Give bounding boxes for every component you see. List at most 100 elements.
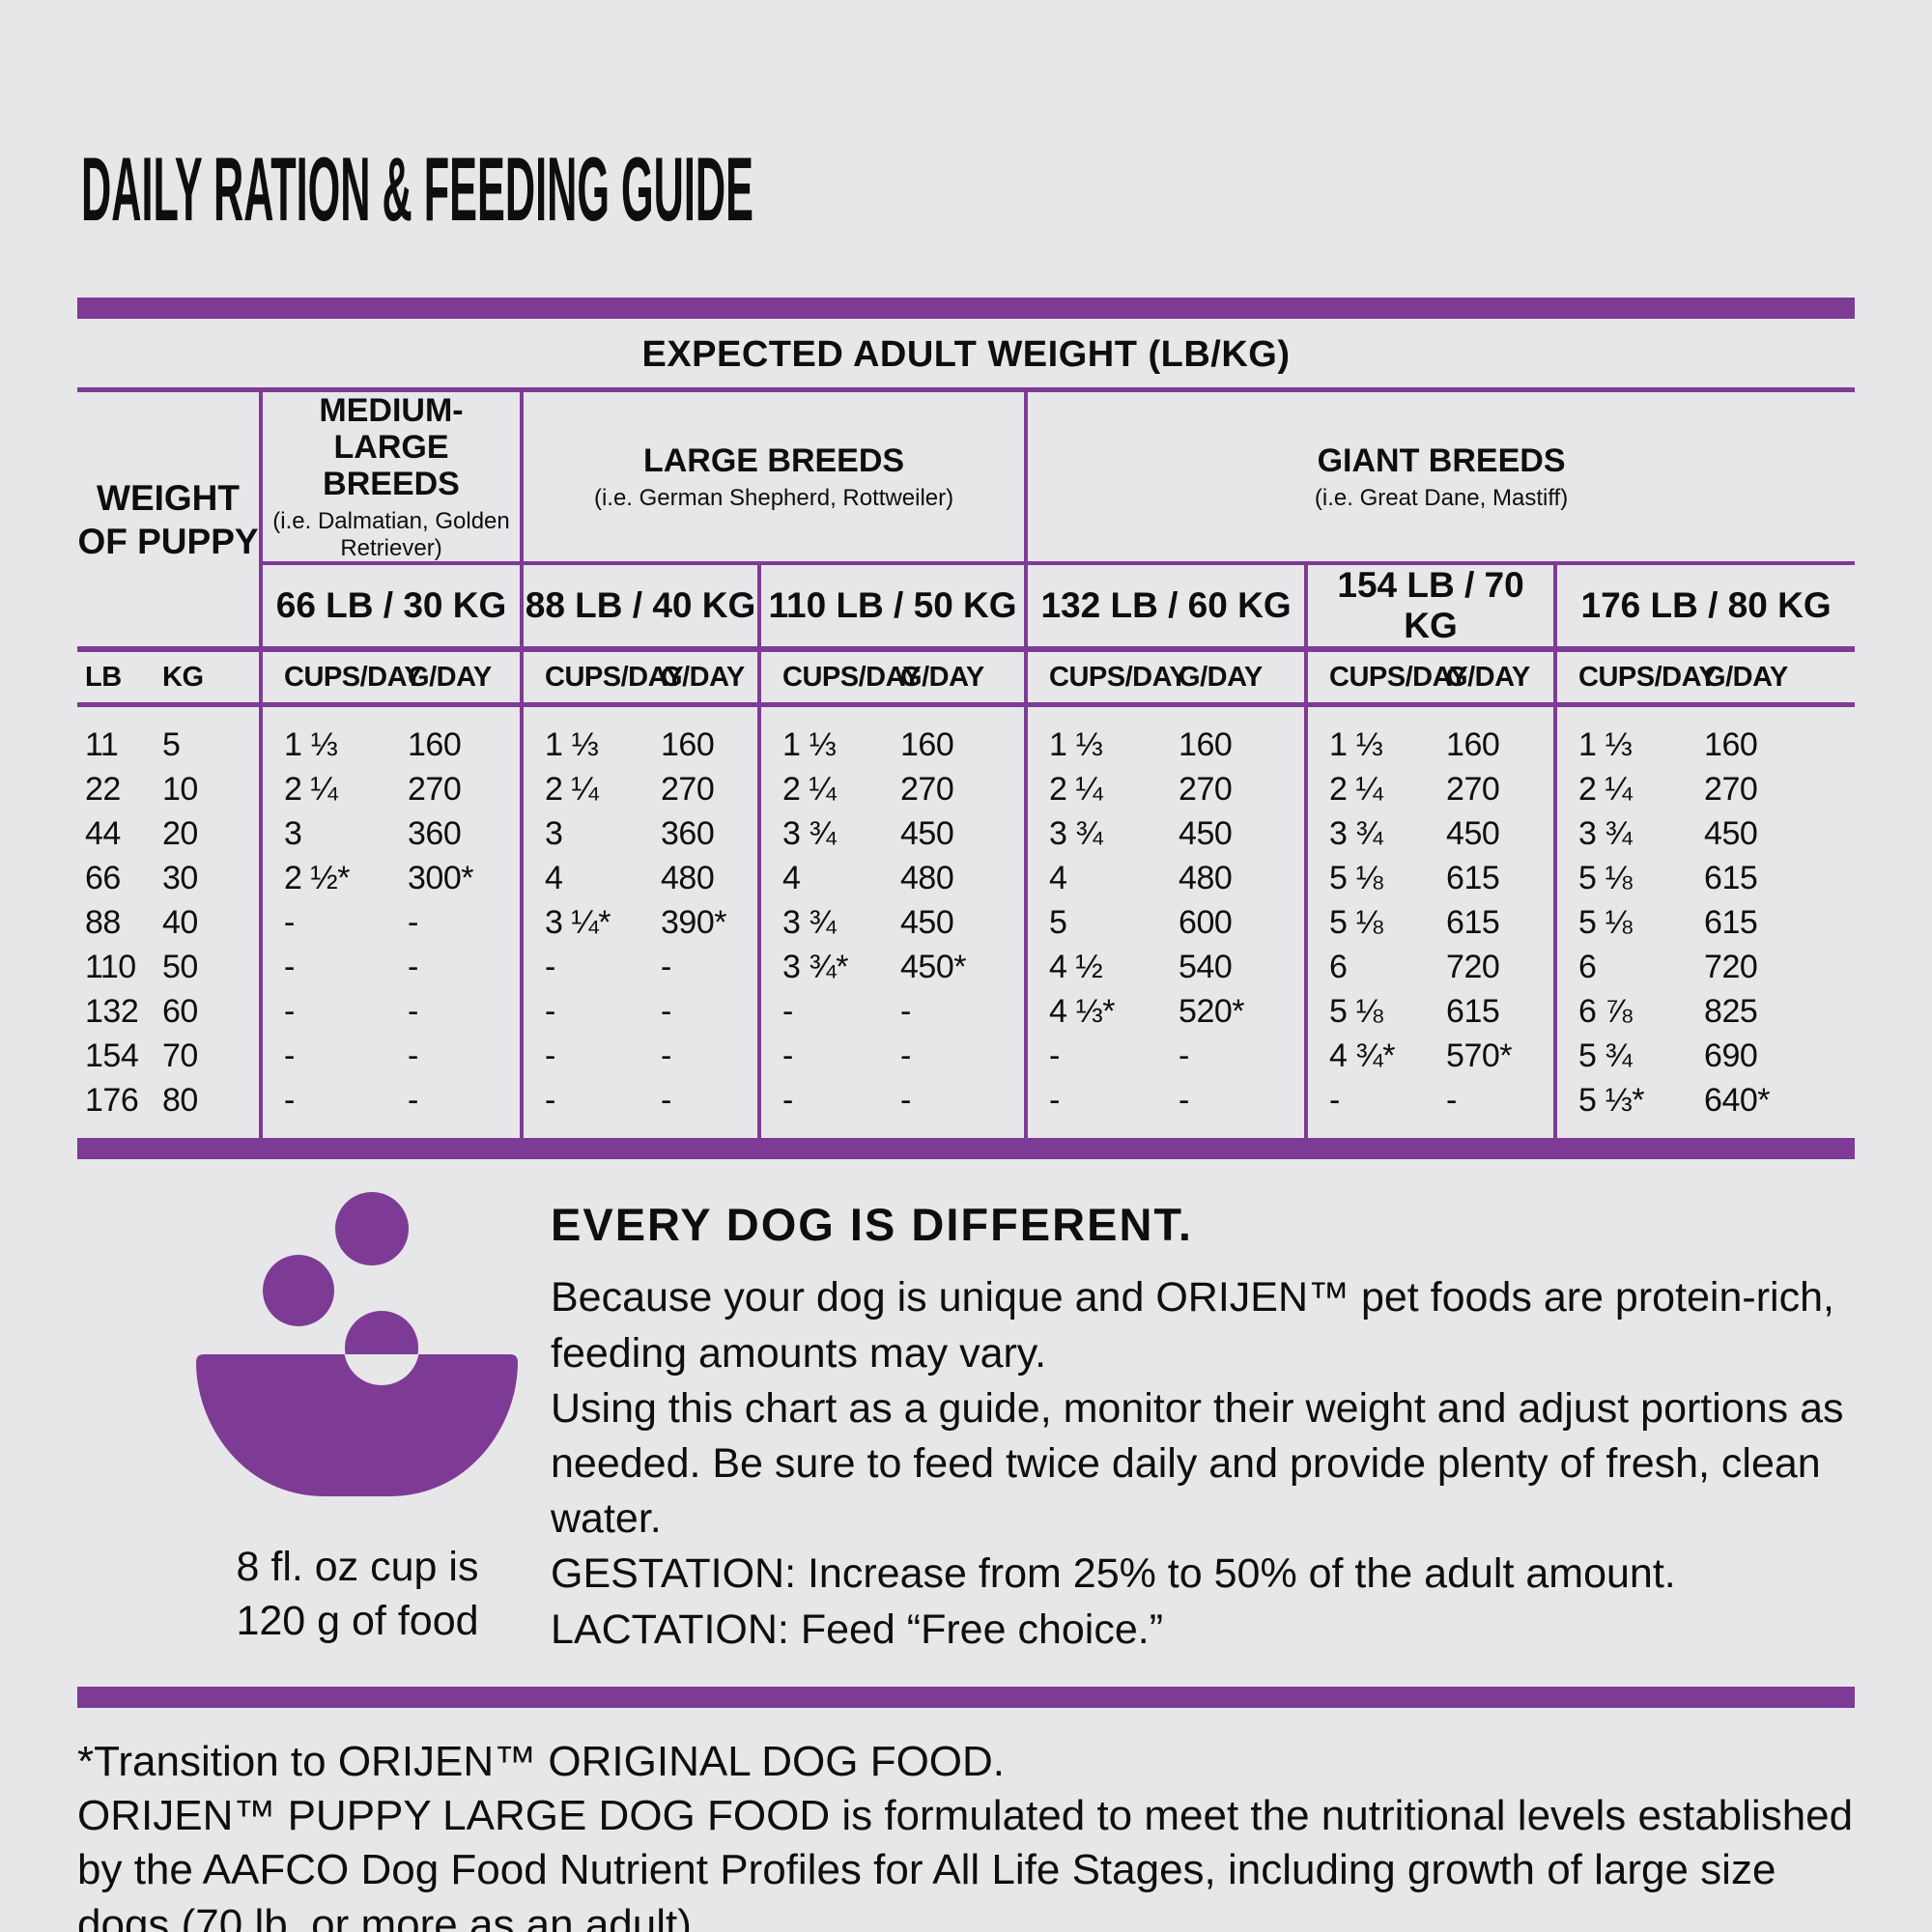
g-per-day-value: 160 <box>1704 725 1758 763</box>
cups-per-day-value: 5 ¾ <box>1553 1034 1703 1079</box>
cups-per-day-value: - <box>757 1078 899 1150</box>
cups-per-day-value: 3 ¾* <box>757 945 899 990</box>
puppy-weight-lb: 22 <box>85 770 121 808</box>
g-per-day-value: 360 <box>661 814 715 852</box>
g-per-day-value: 690 <box>1704 1037 1758 1074</box>
g-per-day-value: - <box>408 1081 418 1119</box>
cups-per-day-value: 4 <box>757 856 899 901</box>
g-per-day-value: 160 <box>1179 725 1233 763</box>
puppy-weight-kg: 10 <box>162 770 198 808</box>
puppy-weight-kg: 30 <box>162 859 198 896</box>
table-row: 66 30 2 ½* 300* 4 480 4 480 4 480 5 ⅛ 615 5 ⅛ 615 <box>77 856 1855 901</box>
cups-per-day-value: 1 ⅓ <box>1553 704 1703 768</box>
table-row: 132 60- - - - - -4 ⅓* 520* 5 ⅛ 615 6 ⅞ 825 <box>77 989 1855 1035</box>
g-per-day-value: - <box>661 1037 671 1074</box>
cups-per-day-value: 4 <box>1024 856 1178 901</box>
g-per-day-value: 720 <box>1446 948 1500 985</box>
cups-per-day-value: 2 ¼ <box>259 767 407 812</box>
feeding-table: WEIGHT OF PUPPY MEDIUM-LARGE BREEDS (i.e… <box>77 387 1856 1160</box>
cups-per-day-value: - <box>520 945 660 990</box>
cups-per-day-value: 2 ¼ <box>757 767 899 812</box>
g-per-day-header: G/DAY <box>1177 649 1307 708</box>
g-per-day-value: 480 <box>661 859 715 896</box>
g-per-day-value: - <box>900 1037 911 1074</box>
g-per-day-value: 300* <box>408 859 473 896</box>
cups-per-day-value: 4 ⅓* <box>1024 989 1178 1035</box>
cups-per-day-value: 3 ¾ <box>1024 811 1178 857</box>
g-per-day-value: - <box>408 1037 418 1074</box>
g-per-day-value: 450 <box>900 903 954 941</box>
page-title: DAILY RATION & FEEDING GUIDE <box>81 138 753 240</box>
cups-per-day-value: 5 ⅛ <box>1304 900 1445 946</box>
puppy-weight-kg: 80 <box>162 1081 198 1119</box>
cups-per-day-value: - <box>1024 1078 1178 1150</box>
g-per-day-value: 360 <box>408 814 462 852</box>
cups-per-day-value: - <box>757 1034 899 1079</box>
cups-per-day-value: - <box>259 1078 407 1150</box>
info-paragraph: Using this chart as a guide, monitor the… <box>551 1384 1844 1543</box>
g-per-day-value: 720 <box>1704 948 1758 985</box>
adult-weight-154lb: 154 LB / 70 KG <box>1304 563 1556 653</box>
puppy-weight-lb: 154 <box>85 1037 139 1074</box>
transition-footnote: *Transition to ORIJEN™ ORIGINAL DOG FOOD… <box>77 1737 1006 1785</box>
info-heading: EVERY DOG IS DIFFERENT. <box>551 1199 1193 1251</box>
cups-per-day-value: 2 ¼ <box>520 767 660 812</box>
puppy-weight-lb: 66 <box>85 859 121 896</box>
cups-per-day-value: - <box>259 989 407 1035</box>
g-per-day-value: 270 <box>1179 770 1233 808</box>
kg-unit-header: KG <box>155 649 262 708</box>
cups-per-day-value: 1 ⅓ <box>259 704 407 768</box>
kibble-piece <box>335 1192 409 1266</box>
cups-per-day-value: 2 ¼ <box>1553 767 1703 812</box>
g-per-day-value: 520* <box>1179 992 1245 1030</box>
cups-per-day-value: 6 <box>1304 945 1445 990</box>
g-per-day-value: 615 <box>1446 992 1500 1030</box>
adult-weight-88lb: 88 LB / 40 KG <box>520 563 760 653</box>
g-per-day-value: 450* <box>900 948 966 985</box>
g-per-day-value: 825 <box>1704 992 1758 1030</box>
adult-weight-66lb: 66 LB / 30 KG <box>259 563 523 653</box>
g-per-day-value: 270 <box>408 770 462 808</box>
g-per-day-value: 450 <box>900 814 954 852</box>
cups-per-day-header: CUPS/DAY <box>1024 649 1188 708</box>
g-per-day-value: 615 <box>1704 903 1758 941</box>
cups-per-day-value: 1 ⅓ <box>1024 704 1178 768</box>
bowl-shape <box>196 1354 518 1497</box>
group-name: MEDIUM-LARGE BREEDS <box>319 392 464 503</box>
g-per-day-value: 615 <box>1446 903 1500 941</box>
title-divider-rule <box>77 298 1855 319</box>
g-per-day-value: - <box>900 992 911 1030</box>
cups-per-day-value: 3 ¼* <box>520 900 660 946</box>
cups-per-day-value: 4 ½ <box>1024 945 1178 990</box>
table-row: 44 20 3 360 3 360 3 ¾ 450 3 ¾ 450 3 ¾ 450 3 ¾ 450 <box>77 811 1855 857</box>
cups-per-day-value: - <box>520 989 660 1035</box>
g-per-day-value: 570* <box>1446 1037 1513 1074</box>
g-per-day-value: 270 <box>661 770 715 808</box>
cups-per-day-value: 3 ¾ <box>757 900 899 946</box>
group-examples: (i.e. Great Dane, Mastiff) <box>1314 484 1569 511</box>
cups-per-day-value: - <box>1304 1078 1445 1150</box>
g-per-day-value: 160 <box>1446 725 1500 763</box>
g-per-day-value: - <box>661 1081 671 1119</box>
table-row: 154 70- - - - - - - -4 ¾* 570* 5 ¾ 690 <box>77 1034 1855 1079</box>
lb-unit-header: LB <box>77 649 155 708</box>
cups-per-day-value: 5 ⅛ <box>1553 856 1703 901</box>
table-row: 22 10 2 ¼ 270 2 ¼ 270 2 ¼ 270 2 ¼ 270 2 ¼ 270 2 ¼ 270 <box>77 767 1855 812</box>
kibble-piece <box>263 1255 334 1327</box>
cups-per-day-value: 5 <box>1024 900 1178 946</box>
table-row: 88 40- -3 ¼* 390* 3 ¾ 450 5 600 5 ⅛ 615 5 ⅛ 615 <box>77 900 1855 946</box>
cups-per-day-value: 3 ¾ <box>1553 811 1703 857</box>
cups-per-day-value: 6 <box>1553 945 1703 990</box>
cup-caption: 8 fl. oz cup is 120 g of food <box>164 1541 551 1649</box>
g-per-day-value: 390* <box>661 903 726 941</box>
g-per-day-value: - <box>1446 1081 1457 1119</box>
puppy-weight-lb: 44 <box>85 814 121 852</box>
cups-per-day-header: CUPS/DAY <box>757 649 922 708</box>
table-row: 110 50- - - -3 ¾* 450* 4 ½ 540 6 720 6 720 <box>77 945 1855 990</box>
cups-per-day-value: - <box>1024 1034 1178 1079</box>
adult-weight-176lb: 176 LB / 80 KG <box>1553 563 1856 653</box>
gestation-note: GESTATION: Increase from 25% to 50% of t… <box>551 1550 1676 1598</box>
g-per-day-value: 160 <box>408 725 462 763</box>
g-per-day-value: 270 <box>1446 770 1500 808</box>
